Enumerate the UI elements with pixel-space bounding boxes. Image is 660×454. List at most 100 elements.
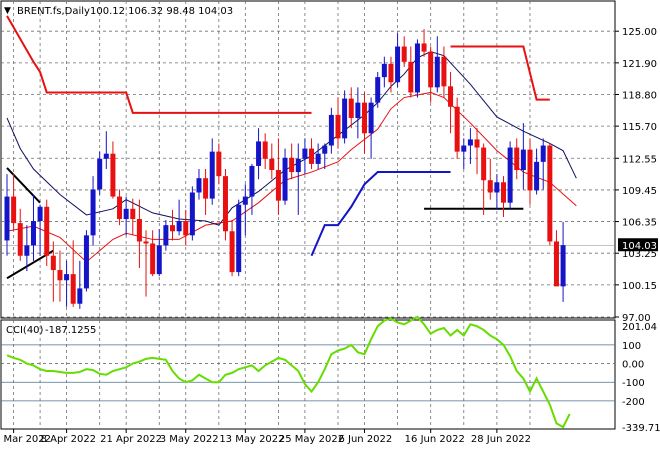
candle-body [295,158,301,173]
date-tick-label: 28 Jun 2022 [471,434,531,445]
candle-body [222,176,228,232]
cci-line [6,315,571,429]
candle-body [421,43,427,52]
date-tick-label: 6 Jun 2022 [338,434,392,445]
overlay-stop-red [6,15,312,114]
candle-body [434,56,440,88]
cci-series [6,315,571,429]
overlay-ma-fast [6,91,577,263]
candle-body [269,158,275,171]
candle-body [216,151,222,177]
current-price-tag: 104.03 [618,238,658,252]
candle-body [229,231,235,273]
candle-body [70,274,76,304]
candle-body [176,221,182,232]
candle-body [408,61,414,93]
candle-body [117,196,123,220]
candle-body [534,161,540,191]
cci-axis: 201.04 100 0.00 -100 -200 -339.713 [622,322,660,434]
price-tick-label: 109.45 [622,186,657,197]
candle-body [170,225,175,232]
cci-tick-label: -339.713 [622,423,660,434]
price-axis: 125.00 121.90 118.80 115.70 112.55 109.45 106.… [615,27,657,324]
candle-body [501,182,506,203]
current-price-box [618,238,658,252]
candle-body [487,180,493,193]
candle-body [143,241,149,244]
candle-body [448,86,454,107]
price-tick-label: 97.00 [622,313,651,324]
candle-body [24,245,30,256]
candle-body [474,139,480,148]
candle-body [90,189,96,236]
overlay-stop-red-2 [450,45,550,101]
candle-body [527,149,533,191]
menu-triangle-icon[interactable]: ▼ [4,6,11,16]
candle-body [256,141,262,166]
candle-body [242,196,248,205]
candle-body [103,153,109,159]
candle-body [83,235,89,289]
candle-body [37,206,43,222]
candle-body [481,147,487,181]
candle-body [514,147,520,171]
cci-panel [0,319,616,430]
candle-body [540,145,546,162]
candle-body [11,196,17,224]
candle-body [553,241,559,287]
candle-body [136,219,142,242]
overlay-trendline [6,167,41,204]
candle-body [302,148,308,159]
candle-body [282,157,288,201]
candle-body [123,208,129,220]
price-tick-label: 103.25 [622,249,657,260]
current-price-label: 104.03 [622,241,657,252]
candle-body [441,56,447,87]
candle-body [156,245,162,275]
candle-body [262,141,268,159]
candle-body [461,145,467,152]
candle-body [414,43,420,93]
candle-body [163,225,169,246]
candle-body [368,102,374,134]
date-tick-label: 16 Jun 2022 [405,434,465,445]
candle-body [309,148,315,164]
cci-tick-label: -100 [622,378,645,389]
candle-body [361,102,367,134]
candle-body [236,204,242,273]
date-tick-label: 25 May 2022 [279,434,344,445]
date-tick-label: 29 Mar 2022 [0,434,51,445]
cci-indicator-label: CCI(40) [6,325,44,336]
price-tick-label: 121.90 [622,59,657,70]
candle-body [77,288,83,304]
candle-body [289,157,295,173]
date-tick-label: 13 May 2022 [219,434,284,445]
price-panel [0,0,616,319]
candle-body [560,245,566,287]
price-tick-label: 125.00 [622,27,657,38]
price-tick-label: 100.15 [622,281,657,292]
candle-body [507,147,513,203]
candle-body [110,153,116,197]
candle-body [4,196,10,241]
candlestick-series [4,29,566,309]
candle-body [454,106,460,152]
candle-body [428,51,434,88]
cci-tick-label: 100 [622,341,641,352]
overlay-stop-blue [310,171,451,257]
date-tick-label: 3 May 2022 [160,434,219,445]
candle-body [275,170,281,201]
price-tick-label: 115.70 [622,122,657,133]
candle-body [50,255,56,271]
candle-body [520,149,526,171]
cci-grid [1,344,615,402]
candle-body [17,223,23,256]
candle-body [30,221,36,246]
candle-body [467,139,473,146]
candle-body [355,102,361,118]
price-tick-label: 106.35 [622,218,657,229]
date-tick-label: 8 Apr 2022 [41,434,96,445]
cci-value-readout: -187.1255 [45,325,96,336]
